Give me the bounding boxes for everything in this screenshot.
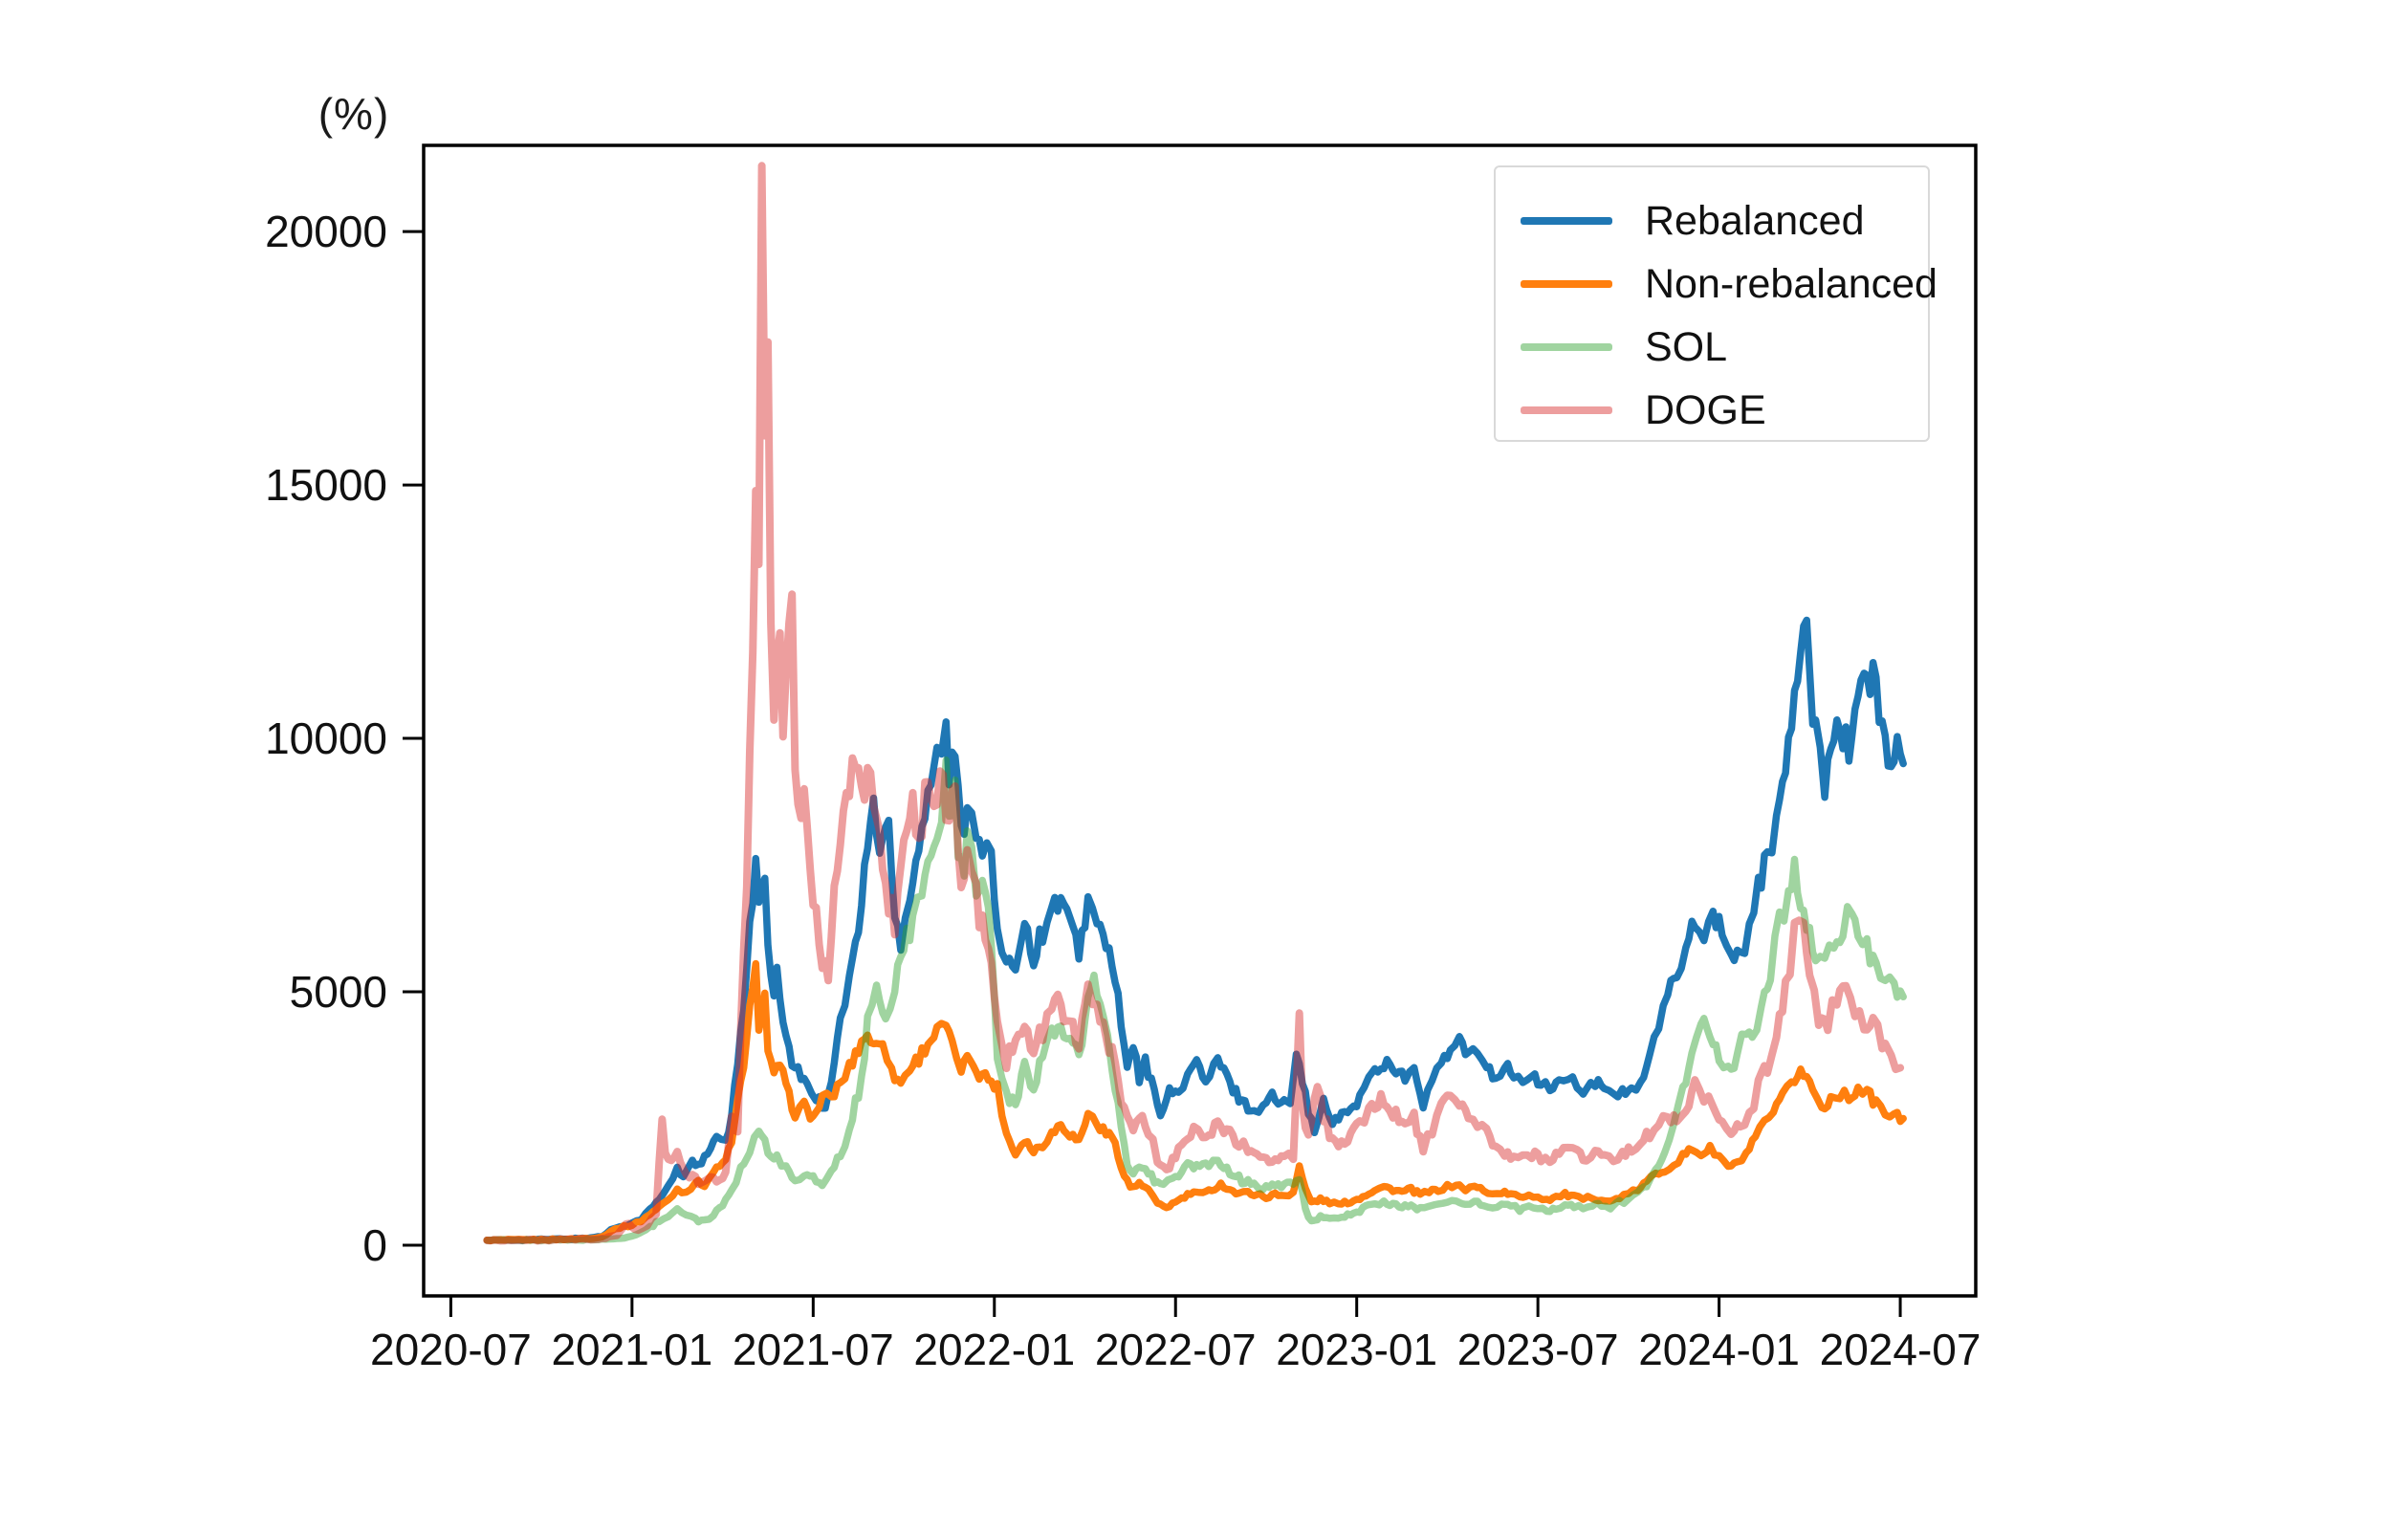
legend-item-non-rebalanced: Non-rebalanced bbox=[1521, 255, 1937, 313]
y-tick-label: 5000 bbox=[290, 967, 387, 1017]
x-tick-label: 2022-01 bbox=[913, 1325, 1075, 1374]
x-tick-label: 2024-07 bbox=[1820, 1325, 1981, 1374]
series-line-rebalanced bbox=[483, 616, 1907, 1244]
legend-swatch-non-rebalanced-line-icon bbox=[1521, 280, 1612, 288]
x-tick-label: 2022-07 bbox=[1095, 1325, 1257, 1374]
y-axis-unit-label: (%) bbox=[317, 89, 390, 139]
series-line-doge bbox=[483, 162, 1905, 1245]
y-tick-label: 0 bbox=[362, 1220, 387, 1270]
y-tick-label: 20000 bbox=[265, 207, 387, 256]
legend-item-rebalanced: Rebalanced bbox=[1521, 192, 1928, 250]
legend-swatch-doge-line-icon bbox=[1521, 406, 1612, 414]
legend-swatch-sol-line-icon bbox=[1521, 343, 1612, 351]
series-line-sol bbox=[483, 756, 1907, 1245]
x-tick-label: 2023-01 bbox=[1276, 1325, 1437, 1374]
x-tick-label: 2020-07 bbox=[370, 1325, 532, 1374]
x-tick-label: 2024-01 bbox=[1638, 1325, 1800, 1374]
legend-item-doge: DOGE bbox=[1521, 382, 1928, 439]
legend-label-rebalanced: Rebalanced bbox=[1645, 197, 1865, 244]
legend: Rebalanced Non-rebalanced SOL DOGE bbox=[1494, 165, 1937, 442]
x-tick-label: 2021-07 bbox=[733, 1325, 894, 1374]
x-tick-label: 2023-07 bbox=[1457, 1325, 1619, 1374]
y-tick-label: 15000 bbox=[265, 460, 387, 510]
legend-label-doge: DOGE bbox=[1645, 386, 1766, 433]
legend-item-sol: SOL bbox=[1521, 318, 1928, 376]
legend-label-non-rebalanced: Non-rebalanced bbox=[1645, 260, 1937, 307]
legend-label-sol: SOL bbox=[1645, 323, 1728, 370]
y-tick-label: 10000 bbox=[265, 713, 387, 763]
plot-border bbox=[422, 143, 1978, 1298]
legend-swatch-rebalanced-line-icon bbox=[1521, 217, 1612, 225]
x-tick-label: 2021-01 bbox=[551, 1325, 712, 1374]
series-line-non-rebalanced bbox=[483, 959, 1907, 1244]
